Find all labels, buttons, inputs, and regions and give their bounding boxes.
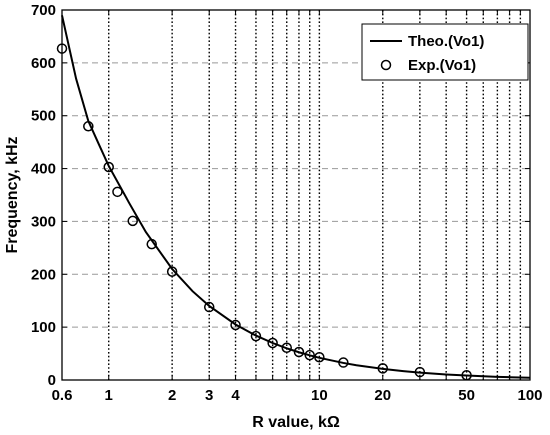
exp-data-point <box>103 161 114 173</box>
x-tick-label: 50 <box>458 387 475 404</box>
series-layer <box>56 15 531 381</box>
legend: Theo.(Vo1) Exp.(Vo1) <box>361 23 529 81</box>
exp-data-point <box>304 349 315 361</box>
y-axis-title: Frequency, kHz <box>4 136 21 253</box>
exp-data-point <box>146 238 157 250</box>
y-tick-label: 400 <box>31 161 56 178</box>
exp-data-point <box>293 346 305 358</box>
exp-data-point <box>281 342 292 354</box>
legend-label-exp: Exp.(Vo1) <box>408 57 476 74</box>
x-tick-label: 1 <box>105 387 113 404</box>
legend-box <box>361 23 529 81</box>
y-tick-label: 0 <box>48 372 56 389</box>
y-tick-label: 200 <box>31 266 56 283</box>
y-tick-label: 100 <box>31 319 56 336</box>
y-tick-label: 600 <box>31 55 56 72</box>
exp-data-point <box>314 352 325 363</box>
legend-label-theo: Theo.(Vo1) <box>408 33 484 50</box>
exp-data-point <box>230 319 241 331</box>
x-tick-label: 4 <box>231 387 240 404</box>
legend-circle-marker <box>380 59 392 71</box>
x-tick-label: 100 <box>517 387 542 404</box>
exp-data-point <box>338 357 349 368</box>
x-tick-label: 0.6 <box>52 387 73 404</box>
exp-data-point <box>127 215 138 227</box>
x-tick-label: 3 <box>205 387 213 404</box>
exp-data-point <box>267 337 278 349</box>
plot-frame <box>61 9 531 381</box>
exp-data-point <box>377 363 389 374</box>
y-tick-label: 700 <box>31 2 56 19</box>
exp-data-point <box>250 330 262 342</box>
exp-data-point <box>83 121 94 132</box>
y-tick-labels: 0 100 200 300 400 500 600 700 <box>31 2 56 389</box>
theo-series-line <box>61 15 531 379</box>
exp-data-point <box>166 266 178 277</box>
y-tick-label: 500 <box>31 108 56 125</box>
x-tick-label: 20 <box>374 387 391 404</box>
x-tick-label: 10 <box>311 387 328 404</box>
x-tick-labels: 0.6 1 2 3 4 10 20 50 100 <box>52 387 543 404</box>
exp-data-point <box>203 301 215 313</box>
tick-marks <box>61 9 531 381</box>
x-tick-label: 2 <box>168 387 176 404</box>
exp-data-point <box>112 186 123 198</box>
y-tick-label: 300 <box>31 213 56 230</box>
x-axis-title: R value, kΩ <box>252 414 340 431</box>
